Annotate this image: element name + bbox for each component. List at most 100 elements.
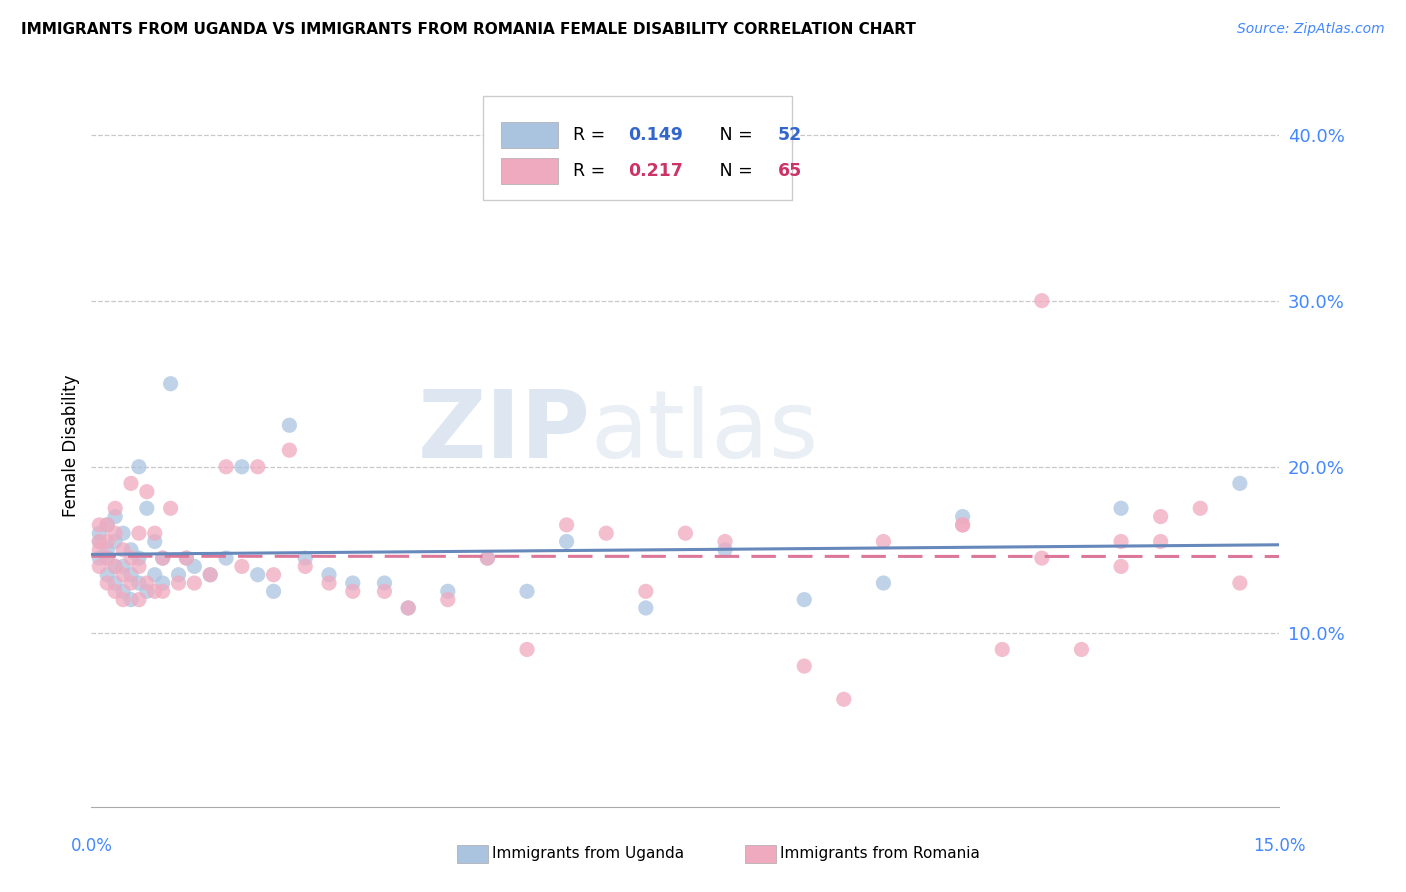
Point: [396, 601, 419, 615]
Point: [159, 376, 181, 391]
Point: [104, 584, 127, 599]
Point: [120, 567, 142, 582]
Point: [318, 567, 340, 582]
Text: N =: N =: [703, 161, 758, 179]
Point: [120, 476, 142, 491]
Point: [1109, 559, 1132, 574]
Point: [143, 567, 166, 582]
Point: [373, 576, 395, 591]
Text: N =: N =: [703, 126, 758, 144]
Point: [104, 559, 127, 574]
FancyBboxPatch shape: [502, 122, 558, 147]
Text: Immigrants from Romania: Immigrants from Romania: [780, 847, 980, 861]
Point: [634, 584, 657, 599]
Point: [96, 534, 118, 549]
Point: [634, 601, 657, 615]
Text: R =: R =: [572, 161, 610, 179]
Point: [714, 534, 737, 549]
Point: [952, 517, 974, 532]
Point: [231, 559, 253, 574]
Point: [112, 584, 135, 599]
Point: [120, 542, 142, 557]
Point: [1229, 476, 1251, 491]
Point: [1150, 534, 1173, 549]
Point: [318, 576, 340, 591]
Point: [278, 443, 301, 458]
Point: [183, 576, 205, 591]
Point: [112, 559, 135, 574]
Point: [516, 642, 538, 657]
Text: 0.217: 0.217: [628, 161, 683, 179]
Point: [128, 559, 150, 574]
Point: [793, 659, 815, 673]
Point: [396, 601, 419, 615]
Point: [104, 509, 127, 524]
Text: ZIP: ZIP: [418, 385, 591, 477]
Point: [555, 517, 578, 532]
Point: [263, 584, 285, 599]
Point: [991, 642, 1014, 657]
Point: [263, 567, 285, 582]
Text: atlas: atlas: [591, 385, 818, 477]
Point: [104, 576, 127, 591]
FancyBboxPatch shape: [502, 159, 558, 184]
Point: [89, 517, 111, 532]
Point: [246, 567, 269, 582]
Point: [104, 501, 127, 516]
Point: [89, 559, 111, 574]
Point: [215, 551, 238, 566]
Point: [89, 551, 111, 566]
Point: [477, 551, 499, 566]
Point: [152, 576, 174, 591]
Point: [120, 576, 142, 591]
Point: [832, 692, 855, 706]
Point: [231, 459, 253, 474]
Point: [135, 584, 157, 599]
Point: [89, 534, 111, 549]
Text: 15.0%: 15.0%: [1253, 837, 1306, 855]
Point: [793, 592, 815, 607]
Text: Source: ZipAtlas.com: Source: ZipAtlas.com: [1237, 22, 1385, 37]
Point: [128, 459, 150, 474]
Point: [1031, 293, 1053, 308]
Point: [143, 584, 166, 599]
Point: [167, 576, 190, 591]
Point: [152, 584, 174, 599]
Point: [89, 542, 111, 557]
Point: [516, 584, 538, 599]
Point: [89, 534, 111, 549]
Point: [128, 592, 150, 607]
Point: [1109, 501, 1132, 516]
Point: [128, 551, 150, 566]
Point: [1189, 501, 1212, 516]
Point: [167, 567, 190, 582]
Y-axis label: Female Disability: Female Disability: [62, 375, 80, 517]
Text: IMMIGRANTS FROM UGANDA VS IMMIGRANTS FROM ROMANIA FEMALE DISABILITY CORRELATION : IMMIGRANTS FROM UGANDA VS IMMIGRANTS FRO…: [21, 22, 915, 37]
Point: [104, 534, 127, 549]
Point: [89, 526, 111, 541]
Point: [673, 526, 696, 541]
Point: [135, 484, 157, 499]
Point: [200, 567, 222, 582]
Point: [1229, 576, 1251, 591]
Text: 0.149: 0.149: [628, 126, 683, 144]
Point: [294, 559, 316, 574]
Point: [436, 592, 458, 607]
Point: [96, 542, 118, 557]
Point: [373, 584, 395, 599]
Point: [96, 517, 118, 532]
Point: [120, 551, 142, 566]
Point: [342, 576, 364, 591]
Point: [143, 526, 166, 541]
Point: [112, 542, 135, 557]
Point: [143, 534, 166, 549]
Point: [436, 584, 458, 599]
Point: [246, 459, 269, 474]
Text: 52: 52: [778, 126, 803, 144]
Text: 65: 65: [778, 161, 803, 179]
Point: [104, 559, 127, 574]
Point: [1150, 509, 1173, 524]
Point: [96, 517, 118, 532]
Point: [872, 576, 894, 591]
Point: [104, 526, 127, 541]
